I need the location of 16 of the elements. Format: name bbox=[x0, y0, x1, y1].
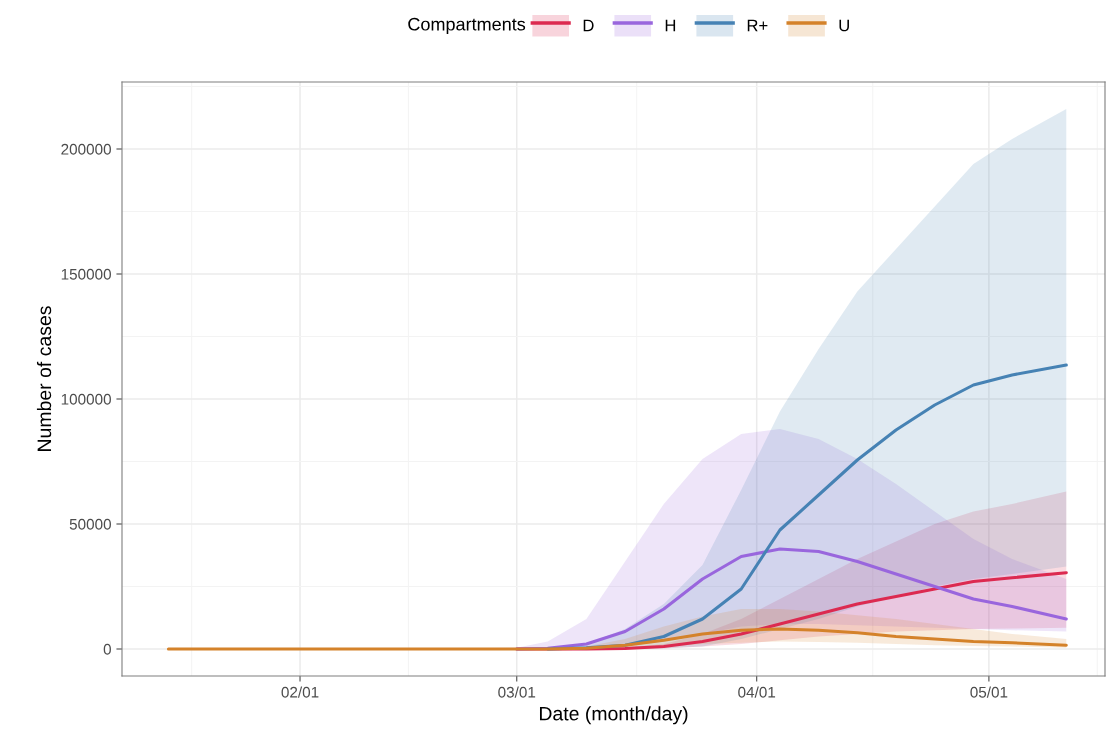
y-tick-label: 50000 bbox=[69, 518, 111, 530]
x-tick-label: 03/01 bbox=[498, 686, 536, 698]
legend-title: Compartments bbox=[408, 17, 526, 35]
y-tick-label: 200000 bbox=[61, 143, 111, 155]
legend-label: H bbox=[665, 19, 676, 32]
legend-label: U bbox=[839, 19, 849, 32]
x-tick-label: 02/01 bbox=[281, 686, 319, 698]
y-axis-title: Number of cases bbox=[36, 306, 52, 451]
x-axis-title: Date (month/day) bbox=[539, 706, 688, 725]
legend-label: R+ bbox=[747, 19, 768, 32]
x-tick-label: 04/01 bbox=[738, 686, 776, 698]
y-tick-label: 150000 bbox=[61, 268, 111, 280]
legend-label: D bbox=[583, 19, 594, 32]
y-tick-label: 0 bbox=[103, 643, 111, 655]
y-tick-label: 100000 bbox=[61, 393, 111, 405]
x-tick-label: 05/01 bbox=[970, 686, 1008, 698]
